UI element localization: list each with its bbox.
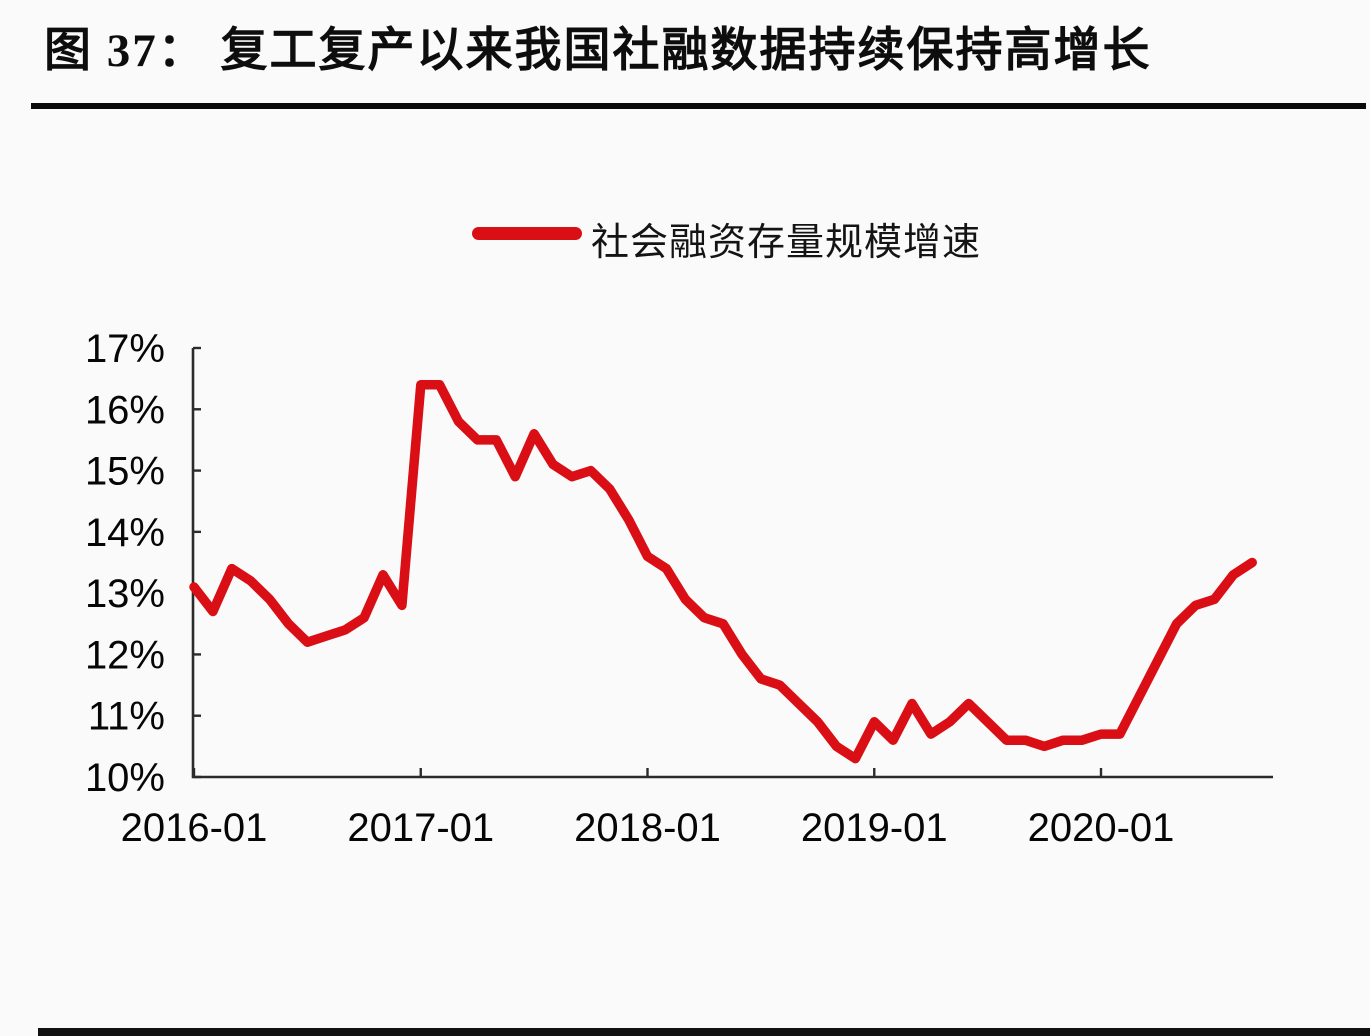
title-divider [31,103,1366,109]
y-tick-label: 11% [88,695,165,739]
y-tick-label: 10% [85,756,165,800]
x-tick-label: 2019-01 [801,806,948,850]
series-line [189,380,1257,764]
y-tick-label: 15% [85,450,165,494]
y-tick-label: 16% [85,388,165,432]
y-tick-label: 17% [85,327,165,371]
x-tick-label: 2017-01 [347,806,494,850]
legend-line-swatch [472,227,582,240]
figure-title: 图 37： 复工复产以来我国社融数据持续保持高增长 [44,25,1152,77]
y-tick-label: 14% [85,511,165,555]
axis-frame [191,348,1273,779]
x-tick-label: 2020-01 [1028,806,1175,850]
x-tick-label: 2016-01 [121,806,268,850]
x-tick-label: 2018-01 [574,806,721,850]
figure-bottom-border [38,1028,1370,1036]
legend-label: 社会融资存量规模增速 [591,222,982,264]
y-tick-label: 13% [85,572,165,616]
y-tick-label: 12% [85,633,165,677]
